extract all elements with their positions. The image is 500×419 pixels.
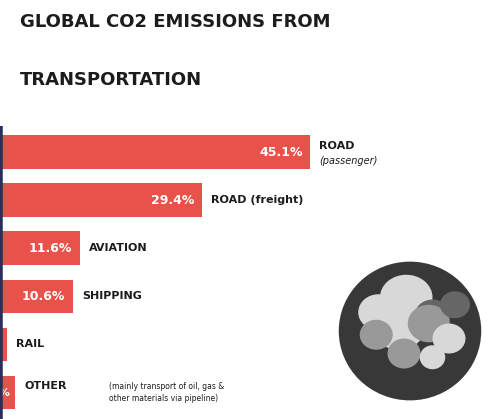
Text: OTHER: OTHER xyxy=(24,381,66,391)
Text: 2.2%: 2.2% xyxy=(0,388,10,398)
Text: 1%: 1% xyxy=(0,339,2,349)
Text: ROAD: ROAD xyxy=(319,141,354,151)
Bar xyxy=(0,231,80,265)
Text: 11.6%: 11.6% xyxy=(29,242,72,255)
Bar xyxy=(0,184,202,217)
Ellipse shape xyxy=(380,275,432,320)
Bar xyxy=(0,328,7,361)
Bar xyxy=(0,135,310,169)
Ellipse shape xyxy=(440,291,470,318)
Ellipse shape xyxy=(358,294,399,330)
Ellipse shape xyxy=(360,320,393,350)
Text: TRANSPORTATION: TRANSPORTATION xyxy=(20,71,202,89)
Bar xyxy=(0,279,73,313)
Text: 29.4%: 29.4% xyxy=(151,194,194,207)
Text: AVIATION: AVIATION xyxy=(88,243,148,253)
Ellipse shape xyxy=(339,261,481,401)
Text: (mainly transport of oil, gas &: (mainly transport of oil, gas & xyxy=(109,382,224,391)
Text: (passenger): (passenger) xyxy=(319,156,378,166)
Text: other materials via pipeline): other materials via pipeline) xyxy=(109,394,218,403)
Ellipse shape xyxy=(420,345,446,369)
Text: 45.1%: 45.1% xyxy=(259,146,302,159)
Bar xyxy=(0,376,15,409)
Ellipse shape xyxy=(432,323,466,354)
Text: RAIL: RAIL xyxy=(16,339,44,349)
Ellipse shape xyxy=(388,339,420,368)
Ellipse shape xyxy=(408,305,450,342)
Text: ROAD (freight): ROAD (freight) xyxy=(211,195,304,205)
Ellipse shape xyxy=(414,300,450,333)
Text: GLOBAL CO2 EMISSIONS FROM: GLOBAL CO2 EMISSIONS FROM xyxy=(20,13,330,31)
Text: 10.6%: 10.6% xyxy=(22,290,66,303)
Ellipse shape xyxy=(372,305,425,350)
Text: SHIPPING: SHIPPING xyxy=(82,291,142,301)
